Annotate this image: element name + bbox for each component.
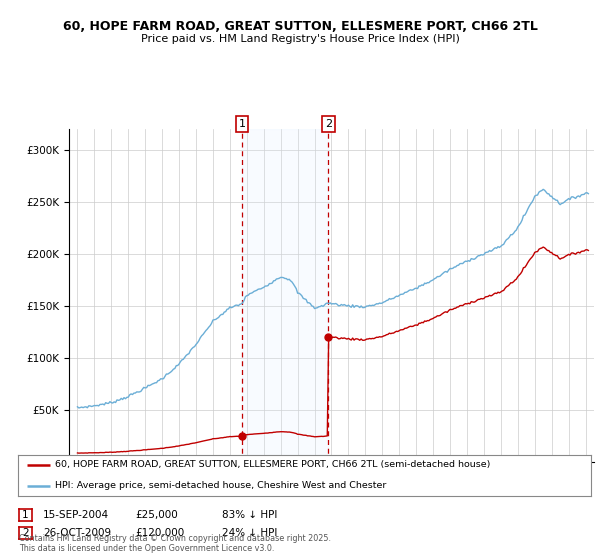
Text: 60, HOPE FARM ROAD, GREAT SUTTON, ELLESMERE PORT, CH66 2TL: 60, HOPE FARM ROAD, GREAT SUTTON, ELLESM…: [62, 20, 538, 32]
Text: 83% ↓ HPI: 83% ↓ HPI: [222, 510, 277, 520]
Text: 2: 2: [325, 119, 332, 129]
Text: 24% ↓ HPI: 24% ↓ HPI: [222, 528, 277, 538]
Bar: [242, 129, 328, 462]
Text: 26-OCT-2009: 26-OCT-2009: [43, 528, 112, 538]
Text: 60, HOPE FARM ROAD, GREAT SUTTON, ELLESMERE PORT, CH66 2TL (semi-detached house): 60, HOPE FARM ROAD, GREAT SUTTON, ELLESM…: [55, 460, 491, 469]
Text: 1: 1: [238, 119, 245, 129]
Text: Price paid vs. HM Land Registry's House Price Index (HPI): Price paid vs. HM Land Registry's House …: [140, 34, 460, 44]
Text: 2: 2: [22, 528, 29, 538]
Text: £25,000: £25,000: [135, 510, 178, 520]
Text: 15-SEP-2004: 15-SEP-2004: [43, 510, 109, 520]
Text: HPI: Average price, semi-detached house, Cheshire West and Chester: HPI: Average price, semi-detached house,…: [55, 481, 386, 490]
Text: 1: 1: [22, 510, 29, 520]
Text: Contains HM Land Registry data © Crown copyright and database right 2025.
This d: Contains HM Land Registry data © Crown c…: [19, 534, 331, 553]
Text: £120,000: £120,000: [135, 528, 184, 538]
